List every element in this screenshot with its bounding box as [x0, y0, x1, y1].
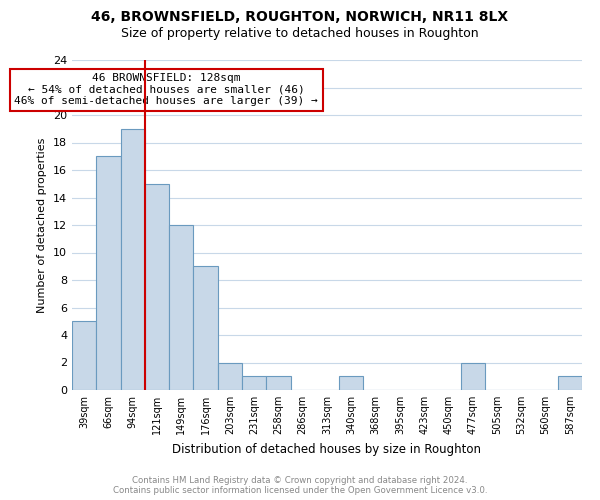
- Bar: [96, 156, 121, 390]
- Bar: [72, 322, 96, 390]
- Bar: [558, 376, 582, 390]
- Bar: [242, 376, 266, 390]
- Text: Contains HM Land Registry data © Crown copyright and database right 2024.
Contai: Contains HM Land Registry data © Crown c…: [113, 476, 487, 495]
- Bar: [218, 362, 242, 390]
- Text: 46 BROWNSFIELD: 128sqm
← 54% of detached houses are smaller (46)
46% of semi-det: 46 BROWNSFIELD: 128sqm ← 54% of detached…: [14, 73, 318, 106]
- Bar: [169, 225, 193, 390]
- Bar: [339, 376, 364, 390]
- Bar: [193, 266, 218, 390]
- Bar: [461, 362, 485, 390]
- X-axis label: Distribution of detached houses by size in Roughton: Distribution of detached houses by size …: [173, 442, 482, 456]
- Text: 46, BROWNSFIELD, ROUGHTON, NORWICH, NR11 8LX: 46, BROWNSFIELD, ROUGHTON, NORWICH, NR11…: [91, 10, 509, 24]
- Bar: [266, 376, 290, 390]
- Bar: [145, 184, 169, 390]
- Y-axis label: Number of detached properties: Number of detached properties: [37, 138, 47, 312]
- Text: Size of property relative to detached houses in Roughton: Size of property relative to detached ho…: [121, 28, 479, 40]
- Bar: [121, 128, 145, 390]
